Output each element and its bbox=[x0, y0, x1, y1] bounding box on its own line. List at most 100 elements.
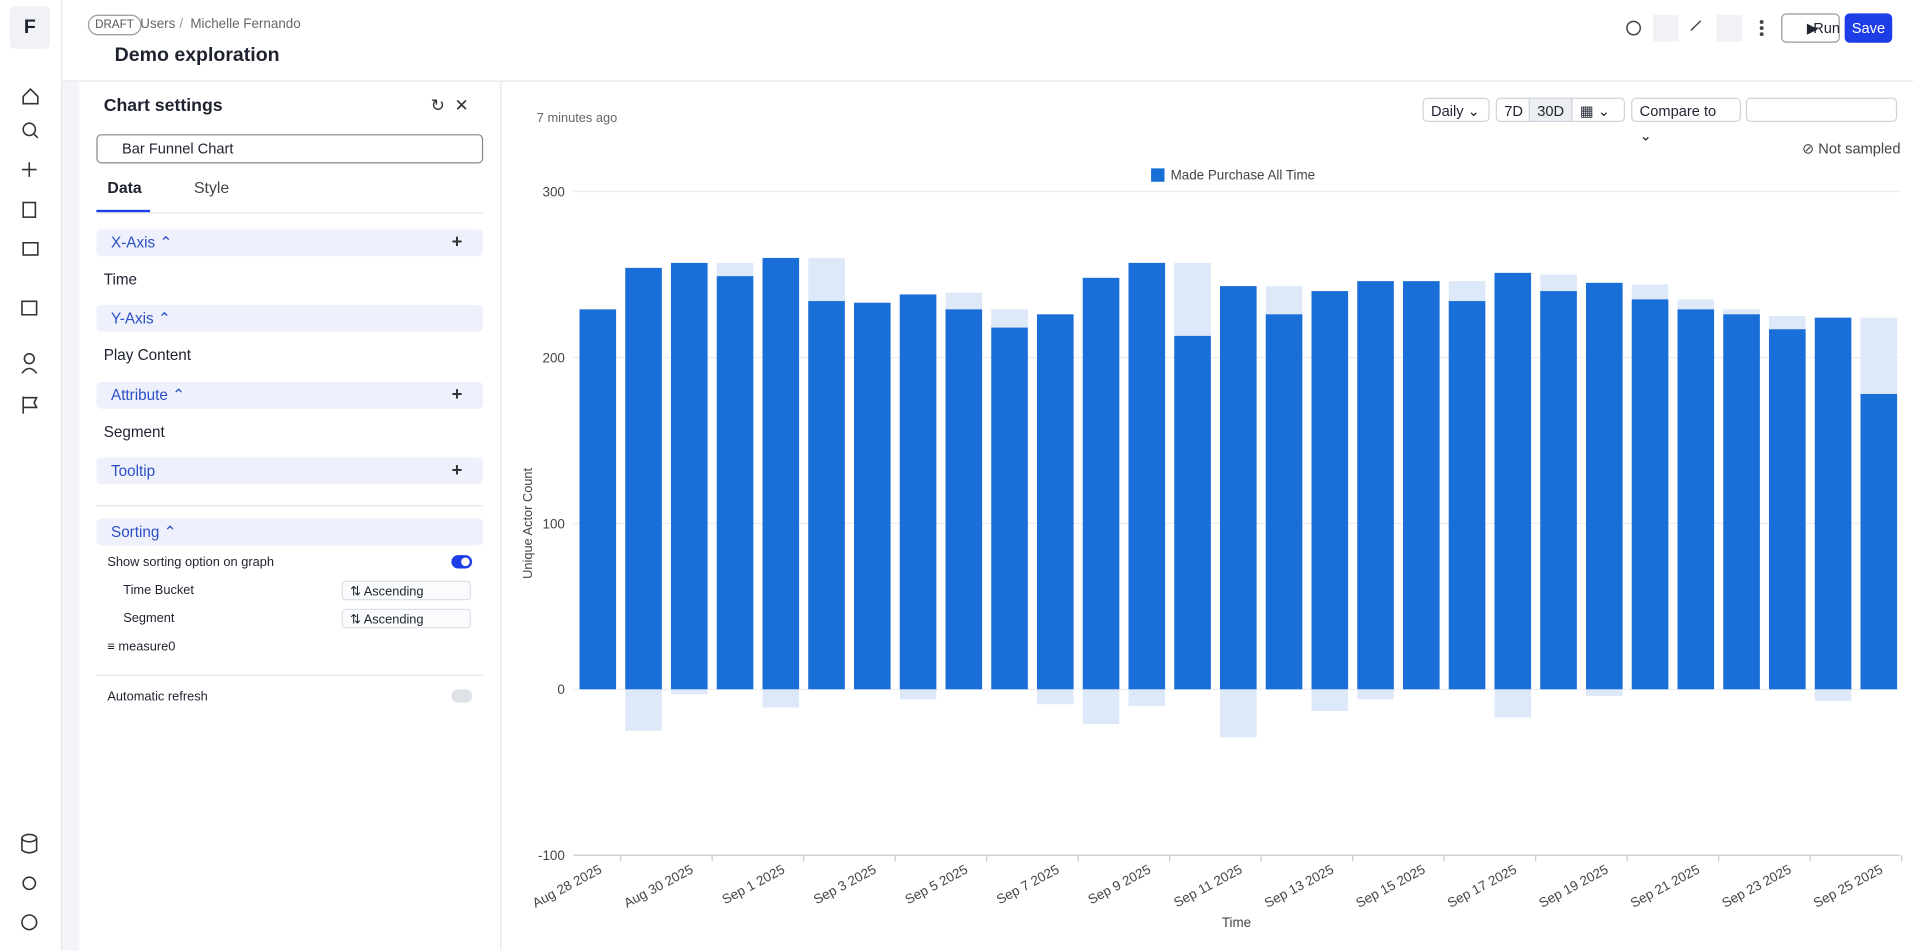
x-axis-label: Time bbox=[1222, 915, 1251, 930]
bar bbox=[991, 327, 1028, 690]
toggle-on[interactable] bbox=[451, 555, 473, 569]
add-icon[interactable] bbox=[21, 162, 37, 177]
bar bbox=[1403, 281, 1440, 690]
bar bbox=[1586, 689, 1623, 696]
bar bbox=[1220, 689, 1257, 738]
bar bbox=[1860, 393, 1898, 690]
chart-type-input[interactable]: Bar Funnel Chart bbox=[96, 134, 484, 164]
section-item: Time bbox=[103, 270, 138, 288]
comment-icon[interactable] bbox=[1653, 14, 1679, 42]
bar bbox=[1311, 291, 1349, 690]
sort-dropdown[interactable]: ⇅ Ascending bbox=[341, 608, 471, 629]
settings-icon[interactable] bbox=[22, 876, 37, 891]
panel-actions[interactable]: ↻ ✕ bbox=[430, 95, 469, 115]
search-icon[interactable] bbox=[22, 122, 37, 137]
bar bbox=[1128, 689, 1166, 706]
nav-icons bbox=[21, 87, 39, 931]
tab-underline bbox=[96, 209, 151, 213]
flag-icon[interactable] bbox=[22, 396, 38, 414]
breadcrumb[interactable]: Users bbox=[140, 17, 176, 32]
x-tick-label: Sep 5 2025 bbox=[902, 862, 970, 907]
bar bbox=[1631, 299, 1669, 690]
range-button[interactable]: 30D bbox=[1528, 97, 1573, 122]
section-header[interactable]: Tooltip + bbox=[96, 457, 484, 485]
compare: Compare to bbox=[1639, 102, 1717, 120]
divider bbox=[96, 505, 484, 507]
bar bbox=[1128, 262, 1166, 690]
divider bbox=[96, 212, 484, 214]
doc-icon[interactable] bbox=[22, 201, 37, 218]
x-tick-label: Sep 11 2025 bbox=[1171, 862, 1244, 910]
section-label: Sorting bbox=[111, 523, 160, 541]
user-icon[interactable] bbox=[23, 353, 35, 365]
y-tick-label: 300 bbox=[542, 184, 564, 199]
more-icon[interactable] bbox=[1759, 32, 1764, 37]
header: DRAFT Users / Michelle Fernando Demo exp… bbox=[62, 0, 1913, 82]
link-icon[interactable] bbox=[1690, 20, 1702, 32]
divider bbox=[96, 674, 484, 676]
chart: -100 0 100 200 300 Aug 28 2025 Aug 30 2025 Sep … bbox=[520, 167, 1903, 930]
bar bbox=[1448, 301, 1486, 690]
x-tick-label: Aug 30 2025 bbox=[621, 862, 695, 911]
left-nav: F bbox=[0, 0, 63, 951]
section-header[interactable]: Attribute ⌃ + bbox=[96, 381, 484, 409]
run-label: Run bbox=[1813, 19, 1841, 37]
bar bbox=[1586, 282, 1623, 690]
date-picker[interactable]: ▦ ⌄ bbox=[1571, 97, 1626, 122]
granularity-select[interactable]: Daily ⌄ bbox=[1422, 97, 1490, 122]
toggle-off[interactable] bbox=[451, 689, 473, 703]
help-icon[interactable] bbox=[1626, 20, 1642, 36]
tab[interactable]: Style bbox=[193, 178, 230, 197]
bar bbox=[1814, 317, 1852, 690]
measure-label: measure0 bbox=[118, 639, 176, 654]
settings-panel bbox=[79, 81, 502, 951]
db-icon[interactable] bbox=[21, 833, 38, 843]
y-tick-label: 100 bbox=[542, 516, 564, 531]
home-icon[interactable] bbox=[22, 87, 39, 105]
bar bbox=[1494, 272, 1532, 690]
share-icon[interactable] bbox=[1716, 14, 1743, 42]
bar bbox=[716, 276, 754, 690]
tab-active[interactable]: Data bbox=[107, 178, 142, 197]
chart-icon[interactable] bbox=[22, 241, 39, 256]
run-button[interactable]: ▶︎Run bbox=[1781, 13, 1841, 43]
section-header[interactable]: X-Axis ⌃ + bbox=[96, 229, 484, 257]
x-tick-label: Sep 19 2025 bbox=[1536, 862, 1610, 911]
sampling: ⊘ Not sampled bbox=[1801, 140, 1901, 158]
bar bbox=[1357, 689, 1394, 700]
bar bbox=[625, 267, 662, 690]
section-label: Y-Axis bbox=[111, 309, 154, 327]
chart-tools[interactable] bbox=[1745, 97, 1898, 122]
save-button[interactable]: Save bbox=[1844, 13, 1893, 43]
folder-icon[interactable] bbox=[21, 300, 38, 316]
x-tick-label: Sep 23 2025 bbox=[1719, 862, 1793, 911]
legend-swatch bbox=[1151, 168, 1165, 182]
bar bbox=[1540, 291, 1577, 690]
logo[interactable]: F bbox=[9, 6, 51, 49]
page-title: Demo exploration bbox=[114, 45, 280, 66]
compare-select[interactable]: Compare to ⌄ bbox=[1631, 97, 1741, 144]
section-label: X-Axis bbox=[111, 234, 156, 252]
help-icon[interactable] bbox=[21, 914, 38, 931]
bar bbox=[671, 262, 708, 690]
bar bbox=[1174, 335, 1211, 690]
x-tick-label: Sep 9 2025 bbox=[1085, 862, 1153, 907]
sort-dropdown[interactable]: ⇅ Ascending bbox=[341, 580, 471, 601]
bar bbox=[762, 689, 800, 708]
x-tick-label: Sep 17 2025 bbox=[1445, 862, 1519, 911]
bar bbox=[1769, 329, 1806, 690]
bar bbox=[945, 309, 983, 690]
option-label: Show sorting option on graph bbox=[107, 555, 275, 570]
x-tick-label: Sep 21 2025 bbox=[1628, 862, 1702, 911]
section-header[interactable]: Y-Axis ⌃ bbox=[96, 305, 484, 332]
bar bbox=[1357, 281, 1394, 690]
bar bbox=[1265, 314, 1303, 690]
bar bbox=[808, 301, 845, 690]
y-tick-label: 0 bbox=[557, 682, 564, 697]
bar bbox=[899, 689, 937, 700]
bar bbox=[1220, 286, 1257, 690]
sort-order: Ascending bbox=[363, 584, 424, 600]
section-header[interactable]: Sorting ⌃ bbox=[96, 518, 484, 546]
breadcrumb[interactable]: Michelle Fernando bbox=[190, 17, 301, 32]
x-tick-label: Sep 1 2025 bbox=[719, 862, 787, 907]
